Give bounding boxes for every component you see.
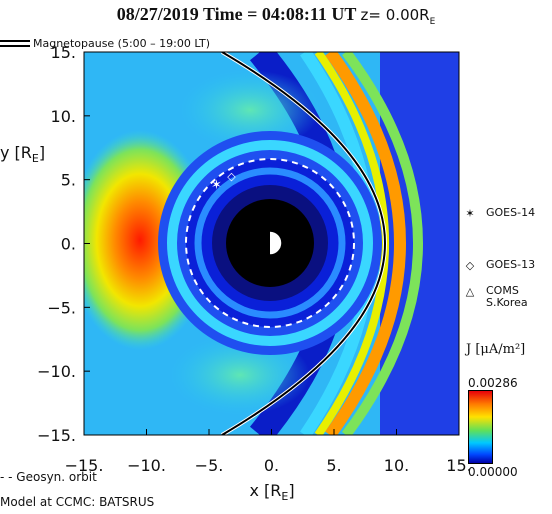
y-tick-label: 15. <box>51 43 76 62</box>
colorbar-title: J [μA/m²] <box>466 342 526 357</box>
geosyn-legend-line-icon: - - <box>0 470 17 484</box>
title-date: 08/27/2019 <box>116 4 199 24</box>
legend-goes-14-label: GOES-14 <box>486 206 536 219</box>
y-tick-label: 10. <box>51 107 76 126</box>
x-tick-label: 15. <box>446 456 471 475</box>
goes-13-marker: ◇ <box>227 170 236 183</box>
legend-goes-13: ◇ GOES-13 <box>462 258 536 273</box>
title-time-label: Time = <box>202 4 258 24</box>
legend-goes-14: ✶ GOES-14 <box>462 206 536 221</box>
y-tick-label: 5. <box>61 171 76 190</box>
y-tick-label: −15. <box>37 426 76 445</box>
model-credit: Model at CCMC: BATSRUS <box>0 495 155 509</box>
colorbar-min-label: 0.00000 <box>468 465 518 479</box>
colorbar <box>468 390 493 464</box>
ring-mid-blue <box>194 167 346 319</box>
magnetopause-legend: Magnetopause (5:00 – 19:00 LT) <box>0 36 210 50</box>
title-time: 04:08:11 <box>261 4 327 24</box>
ring-cyan <box>167 140 373 346</box>
legend-coms: △ COMS S.Korea <box>462 285 528 309</box>
y-tick-label: −10. <box>37 362 76 381</box>
x-tick-label: −15. <box>65 456 104 475</box>
title-z-sub: E <box>429 17 436 27</box>
magnetopause-legend-label: Magnetopause (5:00 – 19:00 LT) <box>33 36 210 50</box>
x-axis-label: x [RE] <box>249 481 294 503</box>
y-axis-label: y [RE] <box>0 143 45 165</box>
geosyn-legend: - - Geosyn. orbit <box>0 470 97 484</box>
legend-coms-label: COMS S.Korea <box>486 284 528 309</box>
asterisk-marker-icon: ✶ <box>465 207 475 220</box>
heatmap-field: ✶ ◇ <box>84 52 459 435</box>
flank-glow-north <box>180 70 320 150</box>
flank-glow-south <box>170 335 310 415</box>
title-time-unit: UT <box>331 4 357 24</box>
y-tick-label: −5. <box>47 298 76 317</box>
goes-14-marker: ✶ <box>211 178 222 193</box>
bow-ring-green <box>341 52 423 435</box>
triangle-marker-icon: △ <box>465 285 475 298</box>
title-z-label: z= 0.00R <box>360 6 430 24</box>
axis-ticks: −15. −10. −5. 0. 5. 10. 15. 15. 10. 5. 0. −5. −10. −1… <box>37 43 472 475</box>
earth-night-side <box>258 231 270 255</box>
diamond-marker-icon: ◇ <box>465 259 475 272</box>
magnetopause-legend-line-icon <box>0 39 30 47</box>
bow-ring-outer <box>325 52 406 435</box>
x-tick-label: −10. <box>127 456 166 475</box>
magnetopause-line <box>221 52 386 435</box>
colorbar-max-label: 0.00286 <box>468 376 518 390</box>
x-tick-label: 5. <box>326 456 341 475</box>
x-tick-label: 0. <box>264 456 279 475</box>
legend-goes-13-label: GOES-13 <box>486 258 536 271</box>
y-tick-label: 0. <box>61 235 76 254</box>
geosyn-legend-label: Geosyn. orbit <box>16 470 97 484</box>
x-tick-label: 10. <box>384 456 409 475</box>
geosyn-orbit <box>185 158 355 328</box>
plot-title: 08/27/2019 Time = 04:08:11 UT z= 0.00RE <box>0 4 552 27</box>
x-tick-label: −5. <box>195 456 224 475</box>
